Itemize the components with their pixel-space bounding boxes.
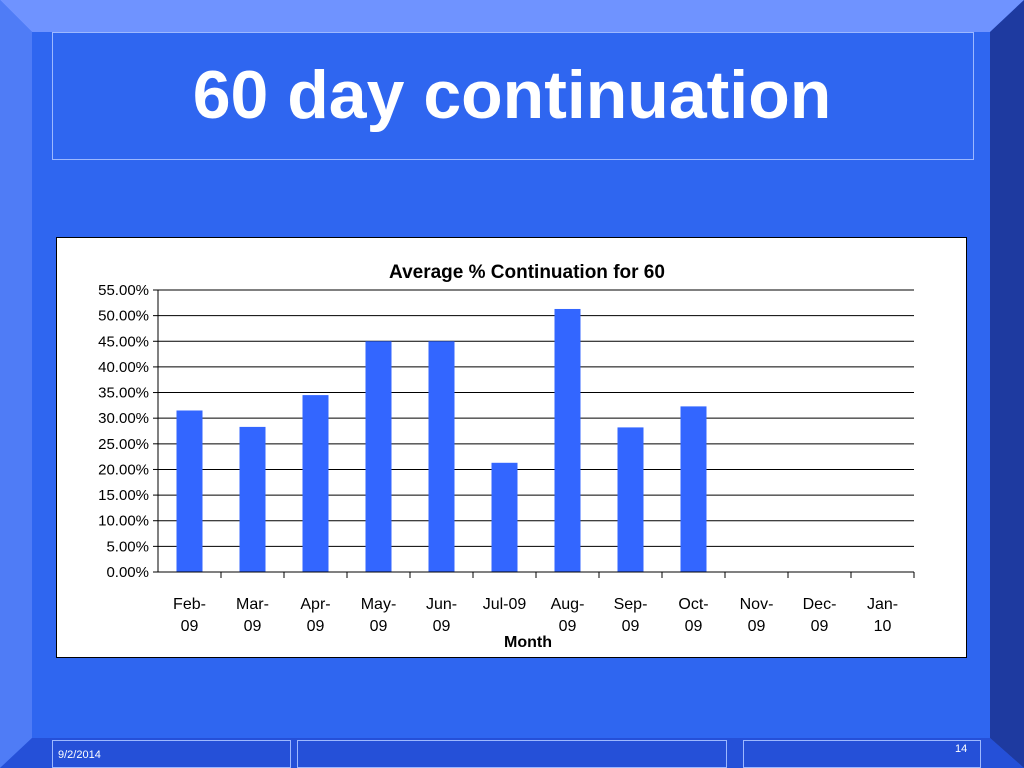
y-tick-label: 25.00% xyxy=(98,436,149,453)
bar xyxy=(617,427,644,572)
x-tick-label: 09 xyxy=(433,618,451,635)
y-tick-label: 40.00% xyxy=(98,359,149,376)
bar xyxy=(680,406,707,572)
y-tick-label: 45.00% xyxy=(98,333,149,350)
x-tick-label: Sep- xyxy=(614,596,648,613)
y-tick-label: 15.00% xyxy=(98,487,149,504)
footer-date: 9/2/2014 xyxy=(58,749,101,761)
footer-page-box xyxy=(743,740,981,768)
x-tick-label: Dec- xyxy=(803,596,837,613)
bar xyxy=(239,426,266,572)
x-tick-label: 09 xyxy=(181,618,199,635)
x-tick-label: 09 xyxy=(370,618,388,635)
x-tick-label: Jun- xyxy=(426,596,457,613)
x-tick-label: 09 xyxy=(748,618,766,635)
x-tick-label: 09 xyxy=(307,618,325,635)
x-tick-label: 09 xyxy=(622,618,640,635)
x-axis-label: Month xyxy=(504,634,552,651)
y-tick-label: 55.00% xyxy=(98,282,149,299)
bar xyxy=(491,462,518,572)
x-tick-label: Aug- xyxy=(551,596,585,613)
title-box xyxy=(52,32,974,160)
gridlines xyxy=(153,289,914,573)
y-tick-label: 0.00% xyxy=(106,564,149,581)
x-tick-label: Apr- xyxy=(300,596,330,613)
x-tick-label: Jul-09 xyxy=(483,596,527,613)
frame-bottom-bevel xyxy=(0,738,1024,768)
bar xyxy=(176,410,203,572)
y-tick-label: 20.00% xyxy=(98,461,149,478)
x-tick-label: 09 xyxy=(811,618,829,635)
x-tick-label: 10 xyxy=(874,618,892,635)
bar xyxy=(302,395,329,572)
bars xyxy=(176,308,707,572)
slide-title: 60 day continuation xyxy=(192,57,832,133)
y-tick-label: 5.00% xyxy=(106,538,149,555)
bar-chart: Average % Continuation for 60 0.00% 5.00%… xyxy=(98,262,915,651)
frame-left-bevel xyxy=(0,0,32,768)
bar xyxy=(428,341,455,572)
x-tick-label: 09 xyxy=(685,618,703,635)
x-tick-label: Nov- xyxy=(740,596,774,613)
chart-title: Average % Continuation for 60 xyxy=(389,262,665,283)
x-tick-label: Mar- xyxy=(236,596,269,613)
x-tick-label: Feb- xyxy=(173,596,206,613)
y-axis-tick-labels: 0.00% 5.00% 10.00% 15.00% 20.00% 25.00% 30.00%… xyxy=(98,282,149,581)
y-tick-label: 10.00% xyxy=(98,513,149,530)
bar xyxy=(554,308,581,572)
y-tick-label: 50.00% xyxy=(98,308,149,325)
y-tick-label: 30.00% xyxy=(98,410,149,427)
x-tick-label: May- xyxy=(361,596,397,613)
y-tick-label: 35.00% xyxy=(98,385,149,402)
x-tick-label: 09 xyxy=(559,618,577,635)
frame-top-bevel xyxy=(0,0,1024,32)
page-number: 14 xyxy=(955,743,968,755)
x-axis-tick-labels: Feb- 09 Mar- 09 Apr- 09 May- 09 Jun- 09 Jul-09 Aug-… xyxy=(173,572,915,635)
bar xyxy=(365,341,392,572)
footer-center-box xyxy=(297,740,727,768)
frame-right-bevel xyxy=(990,0,1024,768)
x-tick-label: Oct- xyxy=(678,596,708,613)
chart-container: Average % Continuation for 60 0.00% 5.00%… xyxy=(56,237,967,658)
x-tick-label: 09 xyxy=(244,618,262,635)
x-tick-label: Jan- xyxy=(867,596,898,613)
